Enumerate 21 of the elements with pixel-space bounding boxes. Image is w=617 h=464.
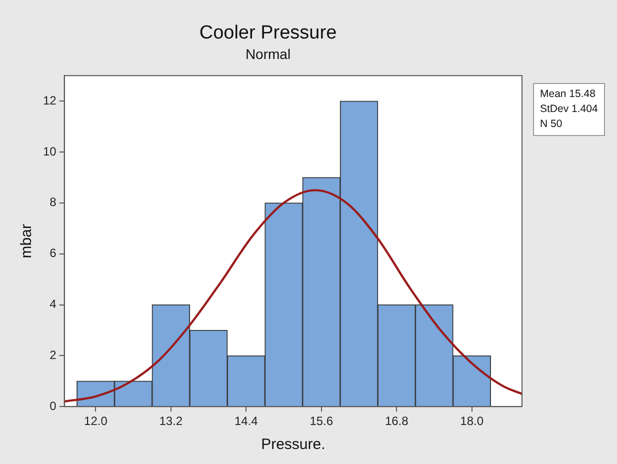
y-tick-label: 8 [50, 195, 57, 210]
y-tick-label: 12 [42, 93, 57, 108]
text: StDev 1.404 [540, 102, 598, 117]
x-tick-label: 16.8 [384, 414, 409, 428]
chart-subtitle: Normal [245, 46, 291, 62]
x-tick-label: 13.2 [159, 414, 183, 428]
text: Mean 15.48 [540, 87, 596, 102]
y-tick-label: 10 [42, 144, 57, 158]
y-axis-title: mbar [18, 224, 36, 258]
x-tick-label: 12.0 [84, 414, 108, 428]
y-tick-label: 4 [50, 297, 57, 312]
x-tick-label: 15.6 [310, 414, 334, 428]
x-tick-label: 18.0 [460, 414, 484, 428]
y-tick-label: 6 [50, 246, 57, 260]
chart-title: Cooler Pressure [199, 22, 337, 44]
text: N 50 [540, 117, 564, 132]
line-series [64, 189, 522, 403]
y-tick-label: 0 [50, 398, 57, 413]
x-tick-label: 14.4 [234, 414, 258, 428]
y-tick-label: 2 [50, 348, 57, 362]
x-axis-title: Pressure. [261, 436, 326, 454]
